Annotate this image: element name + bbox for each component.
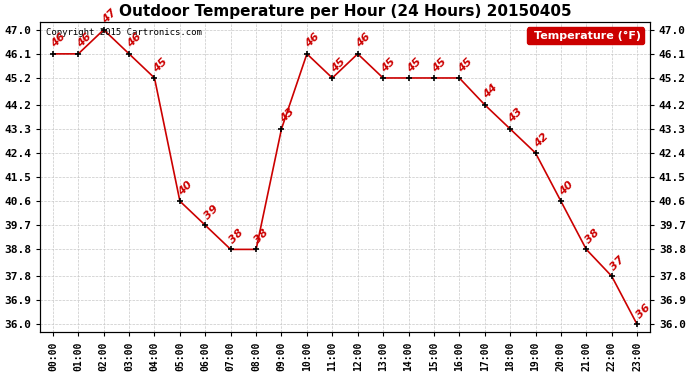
- Text: Copyright 2015 Cartronics.com: Copyright 2015 Cartronics.com: [46, 28, 202, 37]
- Text: 43: 43: [507, 107, 525, 125]
- Text: 45: 45: [456, 56, 474, 74]
- Text: 46: 46: [50, 32, 68, 50]
- Text: 38: 38: [583, 227, 601, 245]
- Text: 37: 37: [609, 254, 627, 272]
- Text: 38: 38: [253, 227, 271, 245]
- Text: 39: 39: [202, 203, 220, 221]
- Text: 46: 46: [126, 32, 144, 50]
- Text: 45: 45: [151, 56, 169, 74]
- Text: 42: 42: [532, 131, 550, 149]
- Text: 45: 45: [329, 56, 347, 74]
- Text: 45: 45: [380, 56, 398, 74]
- Text: 43: 43: [278, 107, 296, 125]
- Text: 46: 46: [355, 32, 373, 50]
- Text: 46: 46: [75, 32, 93, 50]
- Text: 36: 36: [634, 302, 652, 320]
- Text: 38: 38: [228, 227, 246, 245]
- Text: 40: 40: [558, 179, 575, 197]
- Legend: Temperature (°F): Temperature (°F): [527, 27, 644, 44]
- Title: Outdoor Temperature per Hour (24 Hours) 20150405: Outdoor Temperature per Hour (24 Hours) …: [119, 4, 571, 19]
- Text: 44: 44: [482, 83, 500, 101]
- Text: 40: 40: [177, 179, 195, 197]
- Text: 45: 45: [405, 56, 423, 74]
- Text: 45: 45: [431, 56, 448, 74]
- Text: 46: 46: [304, 32, 322, 50]
- Text: 47: 47: [101, 8, 119, 26]
